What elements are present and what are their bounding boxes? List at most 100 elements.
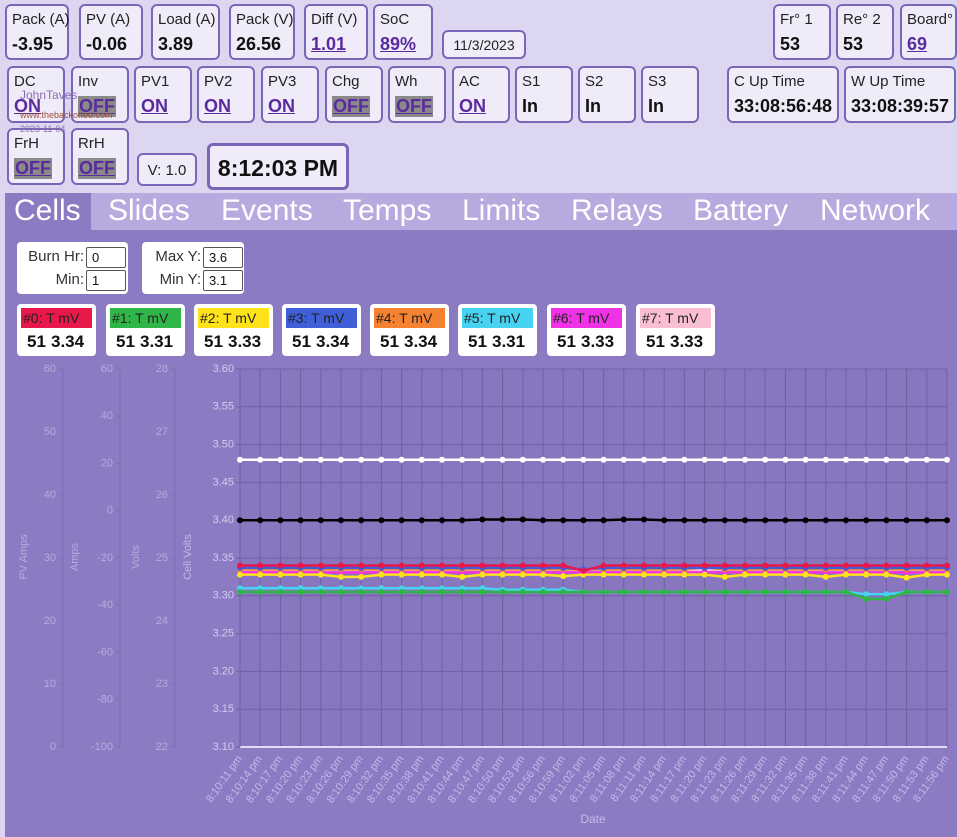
tile-label: Fr° 1 <box>780 11 813 28</box>
tab[interactable]: Events <box>221 194 313 227</box>
control-input[interactable]: 0 <box>86 247 126 268</box>
point <box>580 589 587 596</box>
tile-value[interactable]: OFF <box>78 158 116 179</box>
point <box>580 456 587 463</box>
y-tick-label: 26 <box>156 489 168 501</box>
tile-label: PV3 <box>268 73 297 90</box>
status-tile: PV2 ON <box>197 66 255 123</box>
point <box>317 571 324 578</box>
legend-entry[interactable]: #5: T mV <box>462 308 533 328</box>
legend-entry[interactable]: #6: T mV <box>551 308 622 328</box>
point <box>883 595 890 602</box>
point <box>277 589 284 596</box>
point <box>560 456 567 463</box>
legend-temp: 51 <box>27 332 46 351</box>
y-tick-label: -80 <box>97 694 113 706</box>
tile-value[interactable]: 69 <box>907 34 928 54</box>
point <box>600 589 607 596</box>
point <box>843 562 849 569</box>
point <box>418 571 425 578</box>
point <box>297 517 304 524</box>
point <box>297 562 304 569</box>
legend-entry[interactable]: #3: T mV <box>286 308 357 328</box>
status-tile: Pack (V) 26.56 <box>229 4 295 60</box>
watermark: www.thebackofted.com <box>20 110 113 120</box>
point <box>398 456 405 463</box>
tab[interactable]: Battery <box>693 194 789 227</box>
point <box>277 571 284 578</box>
point <box>883 562 890 569</box>
point <box>762 571 769 578</box>
tab[interactable]: Temps <box>343 194 432 227</box>
point <box>903 574 910 581</box>
series-line <box>240 518 947 522</box>
tile-label: Pack (A) <box>12 11 70 28</box>
y-tick-label: -40 <box>97 599 113 611</box>
point <box>418 456 425 463</box>
y-tick-label: 60 <box>101 363 113 375</box>
y-tick-label: 3.60 <box>213 363 234 375</box>
tile-value[interactable]: ON <box>459 96 486 116</box>
point <box>863 595 870 602</box>
tile-label: PV (A) <box>86 11 131 28</box>
legend-entry[interactable]: #0: T mV <box>21 308 92 328</box>
point <box>277 456 284 463</box>
tile-label: PV2 <box>204 73 233 90</box>
point <box>297 456 304 463</box>
tile-value[interactable]: ON <box>141 96 168 116</box>
point <box>338 562 344 569</box>
point <box>944 517 950 524</box>
tile-value[interactable]: OFF <box>395 96 433 117</box>
y-axis-title: Volts <box>130 545 142 569</box>
point <box>782 571 789 578</box>
legend-entry[interactable]: #4: T mV <box>374 308 445 328</box>
tab[interactable]: Network <box>820 194 931 227</box>
tile-value[interactable]: OFF <box>332 96 370 117</box>
point <box>378 517 385 524</box>
point <box>338 573 344 580</box>
series-line <box>240 590 947 601</box>
tile-value[interactable]: OFF <box>78 96 116 117</box>
tile-value[interactable]: ON <box>204 96 231 116</box>
point <box>802 562 809 569</box>
point <box>863 456 870 463</box>
tab[interactable]: Cells <box>14 194 81 227</box>
y-tick-label: 27 <box>156 426 168 438</box>
point <box>762 456 769 463</box>
tile-value[interactable]: OFF <box>14 158 52 179</box>
point <box>257 571 264 578</box>
control-input[interactable]: 3.6 <box>203 247 243 268</box>
point <box>923 589 930 596</box>
tile-value[interactable]: 1.01 <box>311 34 347 54</box>
point <box>782 589 789 596</box>
y-tick-label: 3.10 <box>213 741 234 753</box>
legend-volts: 3.34 <box>316 332 350 351</box>
point <box>257 589 264 596</box>
tab[interactable]: Limits <box>462 194 541 227</box>
legend-temp: 51 <box>204 332 223 351</box>
point <box>338 456 344 463</box>
tile-label: DC <box>14 73 36 90</box>
point <box>398 517 405 524</box>
clock-text: 8:12:03 PM <box>217 155 339 181</box>
tab[interactable]: Relays <box>571 194 663 227</box>
y-tick-label: 24 <box>156 615 168 627</box>
y-tick-label: 3.45 <box>213 476 234 488</box>
point <box>459 456 466 463</box>
status-tile: PV (A) -0.06 <box>79 4 143 60</box>
point <box>540 589 546 596</box>
legend-entry[interactable]: #2: T mV <box>198 308 269 328</box>
tile-value[interactable]: 89% <box>380 34 417 54</box>
tab[interactable]: Slides <box>108 194 190 227</box>
legend-entry[interactable]: #1: T mV <box>110 308 181 328</box>
tile-value[interactable]: ON <box>14 96 41 116</box>
control-input[interactable]: 3.1 <box>203 270 243 291</box>
y-tick-label: -60 <box>97 646 113 658</box>
tile-label: SoC <box>380 11 410 28</box>
control-input[interactable]: 1 <box>86 270 126 291</box>
status-tile: Wh OFF <box>388 66 446 123</box>
status-tile: W Up Time 33:08:39:57 <box>844 66 956 123</box>
y-tick-label: 3.50 <box>213 439 234 451</box>
legend-entry[interactable]: #7: T mV <box>640 308 711 328</box>
tile-value[interactable]: ON <box>268 96 295 116</box>
